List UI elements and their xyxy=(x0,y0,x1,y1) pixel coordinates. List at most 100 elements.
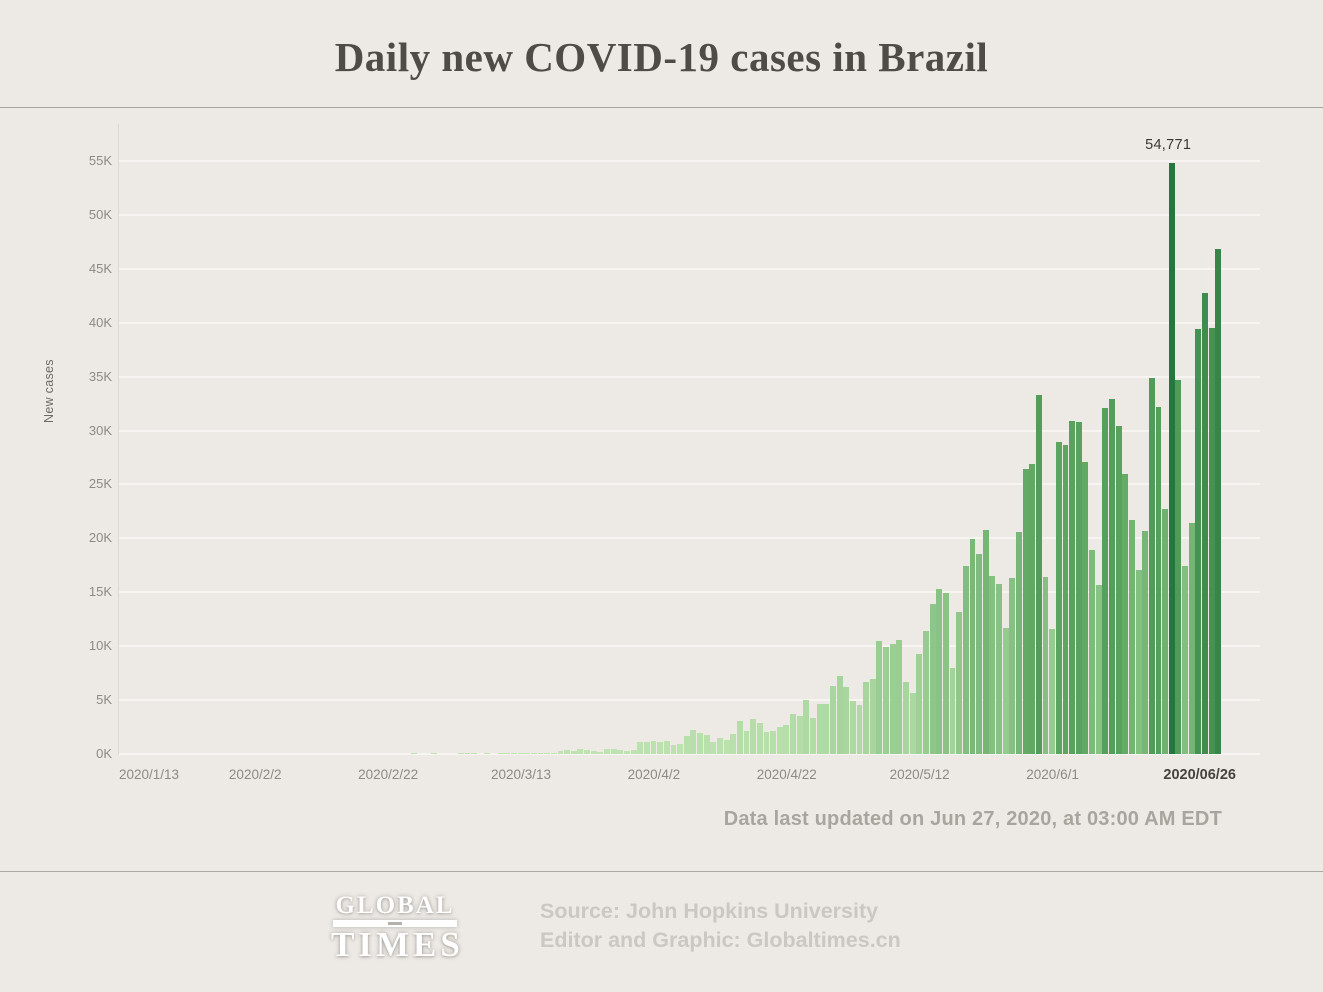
bar-2020/6/19 xyxy=(1168,163,1175,754)
bar-2020/3/14 xyxy=(524,753,531,754)
bar-2020/6/9 xyxy=(1102,408,1109,754)
bar-2020/3/5 xyxy=(464,753,471,754)
bar-2020/3/15 xyxy=(530,753,537,754)
y-tick-label: 0K xyxy=(96,746,112,761)
bar-2020/6/8 xyxy=(1095,585,1102,754)
y-tick-label: 25K xyxy=(88,476,112,492)
gridline-5K xyxy=(119,699,1260,702)
bar-2020/3/29 xyxy=(623,750,630,754)
bar-2020/4/1 xyxy=(643,741,650,754)
bar-2020/5/29 xyxy=(1029,463,1036,754)
bar-2020/4/2 xyxy=(650,740,657,754)
bar-2020/4/12 xyxy=(717,738,723,754)
bar-2020/6/25 xyxy=(1208,328,1215,754)
bar-2020/4/21 xyxy=(776,727,783,754)
bar-2020/4/16 xyxy=(743,731,750,754)
bar-2020/5/15 xyxy=(936,588,943,754)
bar-2020/4/7 xyxy=(683,736,690,754)
bar-2020/4/3 xyxy=(657,741,664,754)
x-tick-label-2020-2-2: 2020/2/2 xyxy=(228,767,282,782)
y-tick-label: 55K xyxy=(88,153,112,168)
bar-2020/4/13 xyxy=(723,740,730,754)
title-bar: Daily new COVID-19 cases in Brazil xyxy=(0,0,1323,108)
gridline-50K xyxy=(119,213,1260,216)
bar-2020/5/28 xyxy=(1022,469,1029,754)
bar-2020/3/16 xyxy=(537,753,544,754)
y-tick-label: 35K xyxy=(88,368,112,384)
bar-2020/5/25 xyxy=(1002,628,1009,754)
bar-2020/3/11 xyxy=(504,753,511,754)
bar-2020/6/1 xyxy=(1049,628,1056,754)
bar-2020/5/6 xyxy=(876,640,883,754)
bar-2020/4/26 xyxy=(810,717,816,754)
logo-word-times: TIMES xyxy=(331,925,464,964)
x-tick-label-2020-3-13: 2020/3/13 xyxy=(490,767,552,782)
bar-2020/4/28 xyxy=(823,704,830,754)
x-tick-label-2020-5-12: 2020/5/12 xyxy=(889,767,950,782)
bar-2020/6/16 xyxy=(1148,377,1155,754)
bar-2020/5/19 xyxy=(962,566,969,754)
gridline-35K xyxy=(119,375,1260,378)
bar-2020/6/15 xyxy=(1142,531,1149,754)
gridline-10K xyxy=(119,645,1260,648)
bar-2020/6/14 xyxy=(1135,569,1142,754)
bar-2020/4/18 xyxy=(756,722,763,754)
bar-2020/6/12 xyxy=(1122,473,1129,754)
bar-2020/6/26 xyxy=(1215,248,1222,754)
bar-2020/6/22 xyxy=(1188,522,1195,754)
bar-2020/3/10 xyxy=(497,753,504,754)
x-tick-label-2020-1-13: 2020/1/13 xyxy=(119,767,180,782)
x-tick-label-2020-06-26: 2020/06/26 xyxy=(1163,767,1236,783)
bar-2020/3/6 xyxy=(471,753,478,754)
bar-2020/4/29 xyxy=(829,686,836,754)
y-axis-title: New cases xyxy=(42,359,56,423)
bar-chart: 0K 5K 10K 15K 20K 25K 30K 35K 40K 45K 50K 55K New c… xyxy=(0,108,1323,830)
bar-2020/2/29 xyxy=(431,753,438,754)
bar-2020/5/23 xyxy=(989,576,996,754)
bar-2020/4/27 xyxy=(816,704,823,754)
bar-2020/5/16 xyxy=(942,593,949,754)
y-tick-label: 45K xyxy=(88,260,112,276)
bar-2020/4/10 xyxy=(703,734,710,754)
x-tick-label-2020-6-1: 2020/6/1 xyxy=(1026,767,1079,782)
bar-2020/3/24 xyxy=(590,750,597,754)
y-tick-label: 30K xyxy=(88,422,112,438)
y-tick-label: 50K xyxy=(88,206,112,222)
bar-2020/4/6 xyxy=(677,744,684,754)
bar-2020/6/5 xyxy=(1075,421,1082,754)
y-axis-tick-labels: 0K 5K 10K 15K 20K 25K 30K 35K 40K 45K 50K 55K xyxy=(30,153,112,761)
bar-2020/4/17 xyxy=(750,718,757,754)
bar-2020/5/14 xyxy=(929,603,936,754)
last-updated-note: Data last updated on Jun 27, 2020, at 03… xyxy=(723,808,1222,830)
bar-2020/5/17 xyxy=(949,668,956,754)
bar-2020/6/10 xyxy=(1109,399,1115,754)
bar-2020/4/20 xyxy=(770,731,777,754)
bar-2020/3/23 xyxy=(584,750,590,754)
bar-2020/5/27 xyxy=(1016,531,1022,754)
gridline-30K xyxy=(119,429,1260,432)
bar-2020/6/24 xyxy=(1202,293,1208,754)
peak-value-annotation: 54,771 xyxy=(1145,137,1192,153)
bar-2020/3/31 xyxy=(637,741,644,754)
bar-2020/4/23 xyxy=(790,713,796,754)
bar-2020/3/12 xyxy=(511,753,517,754)
y-tick-label: 15K xyxy=(88,584,112,600)
bar-2020/5/21 xyxy=(976,554,983,754)
gridline-45K xyxy=(119,267,1260,270)
y-tick-label: 20K xyxy=(88,530,112,546)
bar-2020/4/25 xyxy=(803,700,810,754)
source-credits: Source: John Hopkins University Editor a… xyxy=(540,897,901,955)
bar-2020/5/1 xyxy=(843,687,850,754)
bar-2020/3/21 xyxy=(570,750,577,754)
bar-2020/6/18 xyxy=(1162,508,1169,754)
bar-2020/6/4 xyxy=(1069,420,1076,754)
bar-2020/5/22 xyxy=(982,529,989,754)
bar-2020/5/4 xyxy=(863,682,870,754)
y-tick-label: 10K xyxy=(88,638,112,654)
bar-2020/5/12 xyxy=(916,654,923,754)
bar-2020/5/11 xyxy=(909,693,916,754)
bar-2020/3/4 xyxy=(457,753,464,754)
bar-2020/6/23 xyxy=(1195,328,1202,754)
bar-2020/4/5 xyxy=(670,744,677,754)
